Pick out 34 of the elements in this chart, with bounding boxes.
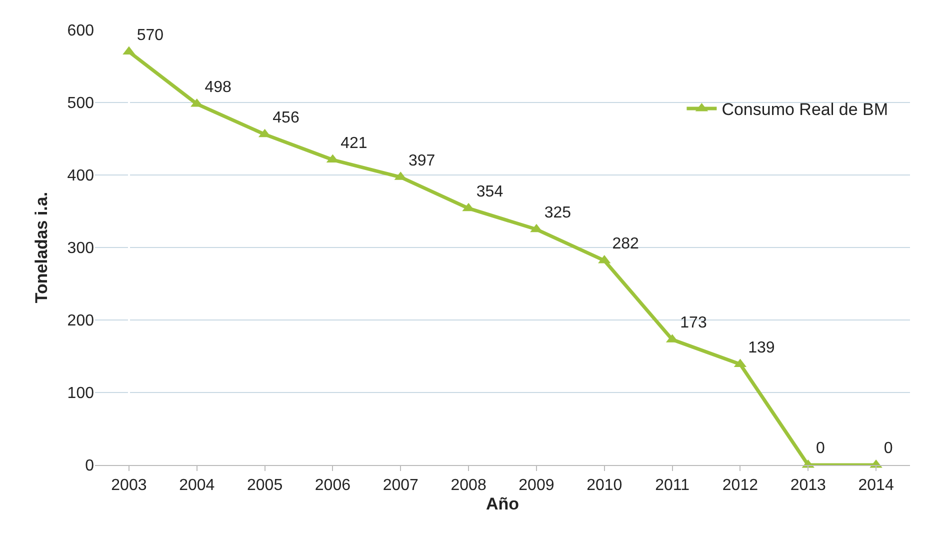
data-label: 570 <box>136 26 164 44</box>
x-tick-label: 2003 <box>111 477 147 494</box>
data-label: 397 <box>408 152 436 170</box>
y-axis-title: Toneladas i.a. <box>32 192 51 304</box>
y-tick-label: 300 <box>67 240 94 258</box>
y-tick-label: 500 <box>67 95 94 112</box>
y-tick-label: 100 <box>67 385 94 402</box>
x-tick-label: 2006 <box>314 477 351 494</box>
data-label: 354 <box>476 183 504 200</box>
x-tick-label: 2007 <box>382 477 419 494</box>
data-label: 139 <box>748 339 775 356</box>
x-tick-label: 2010 <box>586 477 622 494</box>
x-tick-label: 2013 <box>790 477 826 494</box>
x-tick-label: 2011 <box>655 477 690 494</box>
data-label: 0 <box>884 440 893 458</box>
data-label: 456 <box>272 110 300 127</box>
x-tick-label: 2004 <box>179 477 215 494</box>
x-tick-label: 2009 <box>518 477 554 494</box>
x-tick-label: 2008 <box>450 477 486 494</box>
data-label: 325 <box>544 204 572 222</box>
data-label: 421 <box>340 134 368 152</box>
data-label: 282 <box>612 236 640 253</box>
data-label: 498 <box>204 79 232 96</box>
y-tick-label: 200 <box>67 312 94 330</box>
legend-label: Consumo Real de BM <box>722 100 888 120</box>
x-tick-label: 2005 <box>246 477 283 494</box>
x-axis-title: Año <box>486 494 520 514</box>
x-tick-label: 2012 <box>722 477 758 494</box>
data-label: 0 <box>816 440 826 458</box>
x-tick-label: 2014 <box>858 477 894 494</box>
y-tick-label: 0 <box>85 458 94 475</box>
y-tick-label: 400 <box>67 168 94 185</box>
data-label: 173 <box>680 314 707 332</box>
y-tick-label: 600 <box>67 22 94 40</box>
